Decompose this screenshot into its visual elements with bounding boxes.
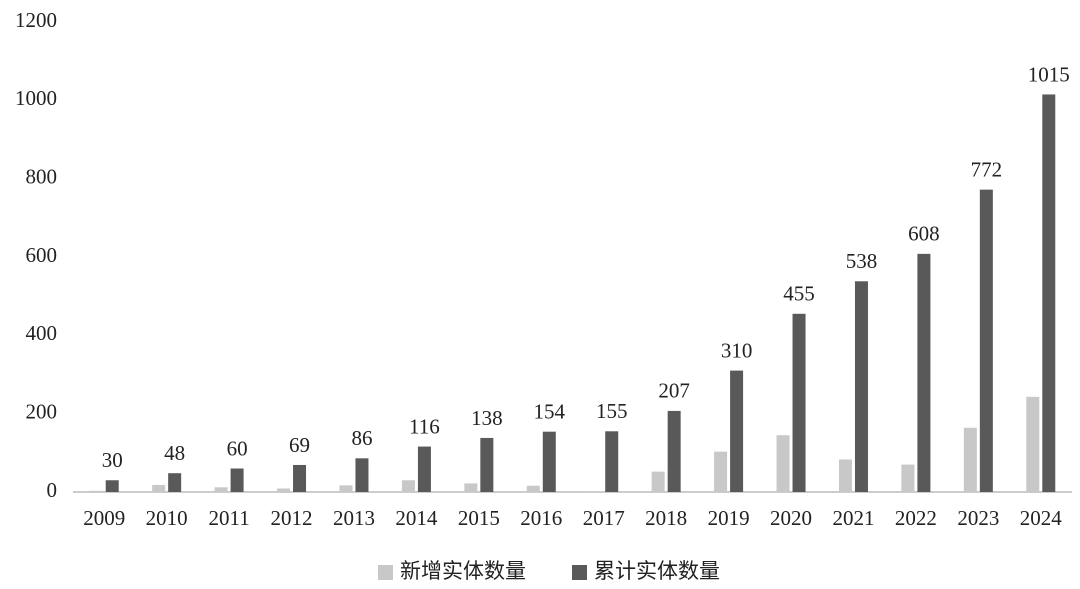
bar (1026, 396, 1040, 492)
x-tick-label: 2024 (1020, 506, 1063, 530)
value-label: 538 (846, 249, 878, 273)
bar (979, 189, 993, 492)
bar (355, 458, 369, 492)
x-tick-label: 2013 (333, 506, 375, 530)
y-tick-label: 200 (26, 399, 58, 423)
x-tick-label: 2022 (895, 506, 937, 530)
bar (901, 464, 915, 492)
x-tick-label: 2018 (645, 506, 687, 530)
bar (605, 431, 619, 492)
bar (277, 488, 291, 492)
bar (651, 471, 665, 492)
bar (168, 473, 182, 492)
legend-swatch (378, 565, 393, 580)
y-tick-label: 800 (26, 164, 58, 188)
value-label: 310 (721, 338, 753, 362)
x-tick-label: 2019 (708, 506, 750, 530)
bar (339, 485, 353, 492)
bar (542, 431, 556, 492)
bar (714, 451, 728, 492)
x-tick-label: 2010 (146, 506, 188, 530)
value-label: 60 (227, 436, 248, 460)
value-label: 608 (908, 222, 940, 246)
value-label: 207 (658, 379, 690, 403)
value-label: 86 (351, 426, 372, 450)
value-label: 1015 (1028, 62, 1070, 86)
bar (854, 281, 868, 492)
y-tick-label: 1200 (15, 8, 57, 32)
legend-label: 新增实体数量 (400, 559, 526, 583)
value-label: 30 (102, 448, 123, 472)
bar (917, 253, 931, 492)
bar (105, 480, 119, 492)
bar (230, 468, 244, 492)
bar (417, 446, 431, 492)
x-tick-label: 2015 (458, 506, 500, 530)
y-tick-label: 1000 (15, 86, 57, 110)
legend-label: 累计实体数量 (594, 559, 720, 583)
bar (776, 435, 790, 492)
bar (464, 483, 478, 492)
value-label: 138 (471, 406, 503, 430)
bar (838, 459, 852, 492)
value-label: 155 (596, 399, 628, 423)
bar (480, 437, 494, 492)
bar (963, 427, 977, 492)
x-tick-label: 2014 (395, 506, 438, 530)
x-tick-label: 2009 (83, 506, 125, 530)
y-tick-label: 0 (47, 478, 58, 502)
x-tick-label: 2021 (832, 506, 874, 530)
bar (792, 313, 806, 492)
x-tick-label: 2016 (520, 506, 562, 530)
bar (401, 480, 415, 492)
x-tick-label: 2017 (583, 506, 625, 530)
bar (89, 490, 103, 492)
value-label: 455 (783, 282, 815, 306)
bar (667, 410, 681, 492)
bar (526, 485, 540, 492)
value-label: 69 (289, 433, 310, 457)
value-label: 116 (409, 414, 440, 438)
y-tick-label: 400 (26, 321, 58, 345)
value-label: 772 (971, 157, 1003, 181)
x-tick-label: 2012 (271, 506, 313, 530)
x-tick-label: 2011 (208, 506, 249, 530)
bar (214, 487, 228, 492)
legend-swatch (572, 565, 587, 580)
value-label: 154 (534, 399, 566, 423)
bar (293, 464, 307, 492)
bar (1042, 94, 1056, 492)
bar (730, 370, 744, 492)
value-label: 48 (164, 441, 185, 465)
x-tick-label: 2023 (957, 506, 999, 530)
y-tick-label: 600 (26, 243, 58, 267)
x-tick-label: 2020 (770, 506, 812, 530)
bar (152, 484, 166, 492)
